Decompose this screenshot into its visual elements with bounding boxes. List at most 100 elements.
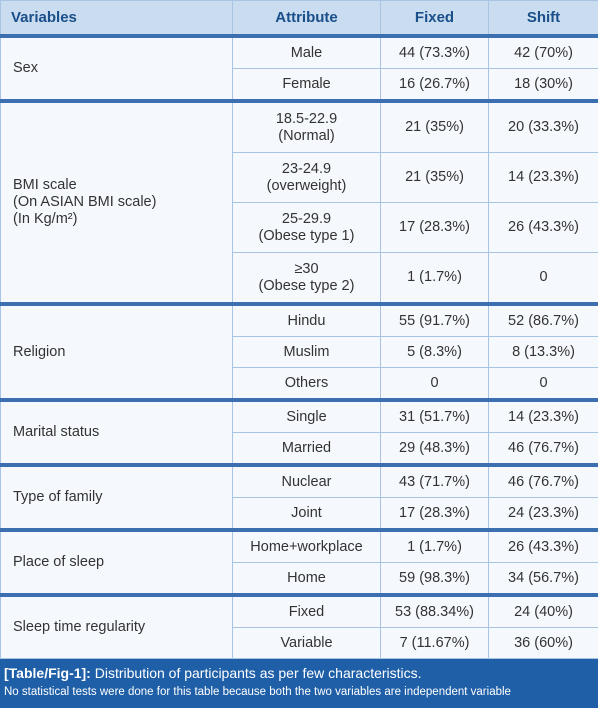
- shift-cell: 52 (86.7%): [489, 304, 598, 337]
- attribute-cell: Nuclear: [233, 465, 381, 498]
- attribute-cell: Single: [233, 400, 381, 433]
- shift-cell: 46 (76.7%): [489, 465, 598, 498]
- fixed-cell: 1 (1.7%): [381, 530, 489, 563]
- shift-cell: 46 (76.7%): [489, 433, 598, 466]
- cell-line: (Normal): [278, 128, 334, 144]
- attribute-cell: Joint: [233, 498, 381, 531]
- variable-cell: Sex: [1, 36, 233, 101]
- fixed-cell: 21 (35%): [381, 153, 489, 203]
- shift-cell: 34 (56.7%): [489, 563, 598, 596]
- shift-cell: 24 (40%): [489, 595, 598, 628]
- shift-cell: 18 (30%): [489, 69, 598, 102]
- table: Variables Attribute Fixed Shift Sex Male 4…: [0, 0, 598, 659]
- cell-line: Type of family: [13, 489, 102, 505]
- attribute-cell: Female: [233, 69, 381, 102]
- shift-cell: 42 (70%): [489, 36, 598, 69]
- header-cell: Variables: [1, 1, 233, 37]
- attribute-cell: Variable: [233, 628, 381, 659]
- cell-line: Home+workplace: [250, 539, 362, 555]
- variable-cell: Marital status: [1, 400, 233, 465]
- page: Variables Attribute Fixed Shift Sex Male 4…: [0, 0, 598, 687]
- cell-line: Nuclear: [282, 474, 332, 490]
- cell-line: (On ASIAN BMI scale): [13, 194, 156, 210]
- cell-line: BMI scale: [13, 177, 77, 193]
- cell-line: Variable: [280, 635, 332, 651]
- table-row: BMI scale(On ASIAN BMI scale)(In Kg/m²)1…: [1, 101, 598, 153]
- cell-line: Sleep time regularity: [13, 619, 145, 635]
- fixed-cell: 17 (28.3%): [381, 203, 489, 253]
- cell-line: (Obese type 2): [259, 278, 355, 294]
- cell-line: ≥30: [294, 261, 318, 277]
- cell-line: Married: [282, 440, 331, 456]
- shift-cell: 24 (23.3%): [489, 498, 598, 531]
- cell-line: Hindu: [288, 313, 326, 329]
- shift-cell: 26 (43.3%): [489, 203, 598, 253]
- cell-line: (overweight): [267, 178, 347, 194]
- attribute-cell: Home+workplace: [233, 530, 381, 563]
- cell-line: Place of sleep: [13, 554, 104, 570]
- cell-line: Home: [287, 570, 326, 586]
- shift-cell: 8 (13.3%): [489, 337, 598, 368]
- attribute-cell: Home: [233, 563, 381, 596]
- header-row: Variables Attribute Fixed Shift: [1, 1, 598, 37]
- cell-line: Sex: [13, 60, 38, 76]
- cell-line: Others: [285, 375, 329, 391]
- shift-cell: 36 (60%): [489, 628, 598, 659]
- cell-line: Single: [286, 409, 326, 425]
- attribute-cell: 25-29.9(Obese type 1): [233, 203, 381, 253]
- shift-cell: 14 (23.3%): [489, 400, 598, 433]
- cell-line: 18.5-22.9: [276, 111, 337, 127]
- cell-line: Religion: [13, 344, 65, 360]
- header-cell: Attribute: [233, 1, 381, 37]
- fixed-cell: 21 (35%): [381, 101, 489, 153]
- attribute-cell: Others: [233, 368, 381, 401]
- attribute-cell: 23-24.9(overweight): [233, 153, 381, 203]
- shift-cell: 0: [489, 253, 598, 305]
- shift-cell: 14 (23.3%): [489, 153, 598, 203]
- variable-cell: BMI scale(On ASIAN BMI scale)(In Kg/m²): [1, 101, 233, 304]
- fixed-cell: 43 (71.7%): [381, 465, 489, 498]
- fixed-cell: 5 (8.3%): [381, 337, 489, 368]
- attribute-cell: ≥30(Obese type 2): [233, 253, 381, 305]
- shift-cell: 0: [489, 368, 598, 401]
- cell-line: Fixed: [289, 604, 324, 620]
- cell-line: Muslim: [284, 344, 330, 360]
- caption-note: No statistical tests were done for this …: [4, 683, 590, 701]
- attribute-cell: Hindu: [233, 304, 381, 337]
- attribute-cell: Married: [233, 433, 381, 466]
- shift-cell: 20 (33.3%): [489, 101, 598, 153]
- caption-text: Distribution of participants as per few …: [95, 665, 422, 681]
- attribute-cell: 18.5-22.9(Normal): [233, 101, 381, 153]
- attribute-cell: Male: [233, 36, 381, 69]
- fixed-cell: 44 (73.3%): [381, 36, 489, 69]
- shift-cell: 26 (43.3%): [489, 530, 598, 563]
- cell-line: Joint: [291, 505, 322, 521]
- caption-label: [Table/Fig-1]:: [4, 665, 91, 681]
- cell-line: (In Kg/m²): [13, 211, 77, 227]
- fixed-cell: 31 (51.7%): [381, 400, 489, 433]
- fixed-cell: 29 (48.3%): [381, 433, 489, 466]
- fixed-cell: 53 (88.34%): [381, 595, 489, 628]
- fixed-cell: 7 (11.67%): [381, 628, 489, 659]
- caption-line: [Table/Fig-1]: Distribution of participa…: [4, 663, 590, 683]
- fixed-cell: 17 (28.3%): [381, 498, 489, 531]
- fixed-cell: 59 (98.3%): [381, 563, 489, 596]
- variable-cell: Place of sleep: [1, 530, 233, 595]
- cell-line: 23-24.9: [282, 161, 331, 177]
- cell-line: 25-29.9: [282, 211, 331, 227]
- caption: [Table/Fig-1]: Distribution of participa…: [0, 659, 598, 708]
- variable-cell: Type of family: [1, 465, 233, 530]
- fixed-cell: 1 (1.7%): [381, 253, 489, 305]
- fixed-cell: 55 (91.7%): [381, 304, 489, 337]
- header-cell: Fixed: [381, 1, 489, 37]
- header-cell: Shift: [489, 1, 598, 37]
- attribute-cell: Fixed: [233, 595, 381, 628]
- cell-line: Male: [291, 45, 322, 61]
